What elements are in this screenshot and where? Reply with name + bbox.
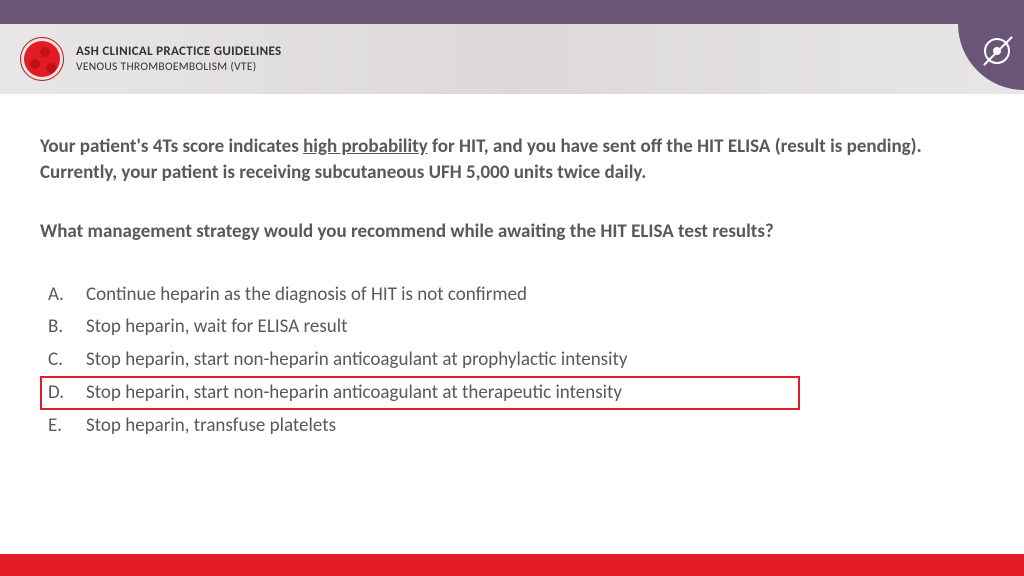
option-text: Stop heparin, wait for ELISA result — [86, 311, 347, 343]
answer-option: D.Stop heparin, start non-heparin antico… — [40, 376, 800, 411]
header-band: ASH CLINICAL PRACTICE GUIDELINES VENOUS … — [0, 24, 1024, 94]
answer-option: C.Stop heparin, start non-heparin antico… — [40, 344, 984, 376]
ash-logo — [20, 37, 64, 81]
header-title-line2: VENOUS THROMBOEMBOLISM (VTE) — [76, 60, 281, 74]
answer-options: A.Continue heparin as the diagnosis of H… — [40, 279, 984, 443]
option-letter: C. — [48, 344, 86, 376]
stem-underlined: high probability — [303, 135, 428, 158]
header-title-line1: ASH CLINICAL PRACTICE GUIDELINES — [76, 44, 281, 59]
option-letter: E. — [48, 410, 86, 442]
answer-option: E.Stop heparin, transfuse platelets — [40, 410, 984, 442]
slide-content: Your patient's 4Ts score indicates high … — [0, 94, 1024, 443]
top-purple-bar — [0, 0, 1024, 24]
header-titles: ASH CLINICAL PRACTICE GUIDELINES VENOUS … — [76, 44, 281, 74]
option-letter: D. — [48, 379, 86, 408]
option-letter: B. — [48, 311, 86, 343]
stem-part1: Your patient's 4Ts score indicates — [40, 135, 303, 158]
question-prompt: What management strategy would you recom… — [40, 219, 984, 245]
answer-option: B.Stop heparin, wait for ELISA result — [40, 311, 984, 343]
corner-badge — [958, 24, 1024, 90]
answer-option: A.Continue heparin as the diagnosis of H… — [40, 279, 984, 311]
bottom-red-bar — [0, 554, 1024, 576]
option-text: Continue heparin as the diagnosis of HIT… — [86, 279, 527, 311]
option-letter: A. — [48, 279, 86, 311]
option-text: Stop heparin, start non-heparin anticoag… — [86, 379, 622, 408]
option-text: Stop heparin, transfuse platelets — [86, 410, 336, 442]
option-text: Stop heparin, start non-heparin anticoag… — [86, 344, 627, 376]
question-stem: Your patient's 4Ts score indicates high … — [40, 134, 984, 185]
